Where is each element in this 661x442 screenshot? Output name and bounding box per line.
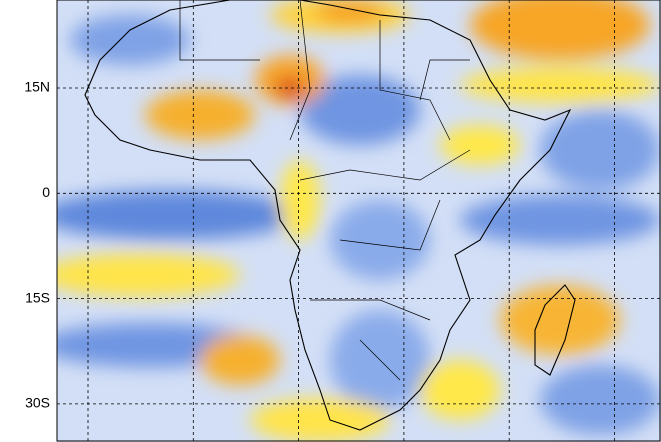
graticule: 15N 0 15S 30S (24, 0, 661, 442)
lat-label: 0 (42, 184, 50, 200)
madagascar (534, 284, 576, 376)
lat-label: 30S (25, 395, 50, 411)
coastline (84, 0, 572, 431)
lat-label: 15N (24, 79, 50, 95)
raster (57, 0, 661, 442)
borders (179, 0, 471, 381)
frame (56, 0, 661, 442)
lat-label: 15S (25, 289, 50, 305)
